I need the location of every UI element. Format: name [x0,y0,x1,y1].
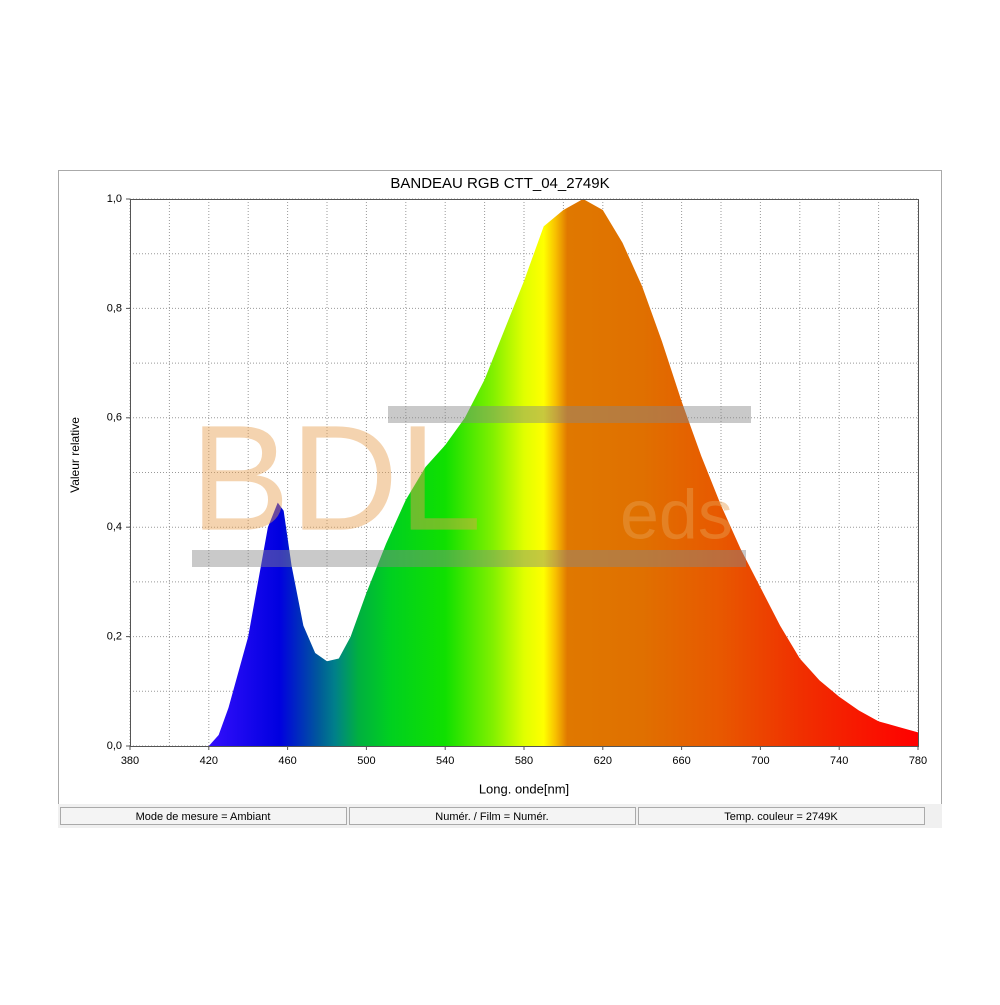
status-field [638,807,925,825]
spectrum-area [208,199,919,746]
y-tick-label: 0,0 [107,740,122,752]
y-tick-label: 0,6 [107,412,122,424]
status-fields: Mode de mesure = Ambiant Numér. / Film = … [60,807,925,825]
y-tick-label: 0,2 [107,631,122,643]
y-axis-label: Valeur relative [68,417,82,493]
x-tick-label: 620 [594,755,612,767]
status-field [349,807,636,825]
watermark: BDL eds [190,394,751,567]
status-field [60,807,347,825]
chart-title: BANDEAU RGB CTT_04_2749K [390,175,609,192]
x-tick-label: 580 [515,755,533,767]
plot-border [130,199,919,747]
x-tick-label: 740 [830,755,848,767]
watermark-bar [388,406,751,423]
x-tick-label: 460 [278,755,296,767]
x-tick-label: 500 [357,755,375,767]
x-tick-label: 380 [121,755,139,767]
x-tick-label: 660 [672,755,690,767]
area-layer [208,199,919,746]
y-tick-label: 0,4 [107,521,122,533]
x-tick-label: 420 [200,755,218,767]
x-tick-label: 700 [751,755,769,767]
status-text: Numér. / Film = Numér. [435,811,548,823]
watermark-bar [192,550,746,567]
x-axis-label: Long. onde[nm] [479,781,569,796]
x-tick-label: 540 [436,755,454,767]
status-text: Mode de mesure = Ambiant [136,811,271,823]
y-tick-label: 1,0 [107,193,122,205]
status-text: Temp. couleur = 2749K [724,811,838,823]
watermark-text: BDL [190,394,482,562]
x-tick-label: 780 [909,755,927,767]
y-tick-label: 0,8 [107,302,122,314]
watermark-text: eds [620,475,733,553]
